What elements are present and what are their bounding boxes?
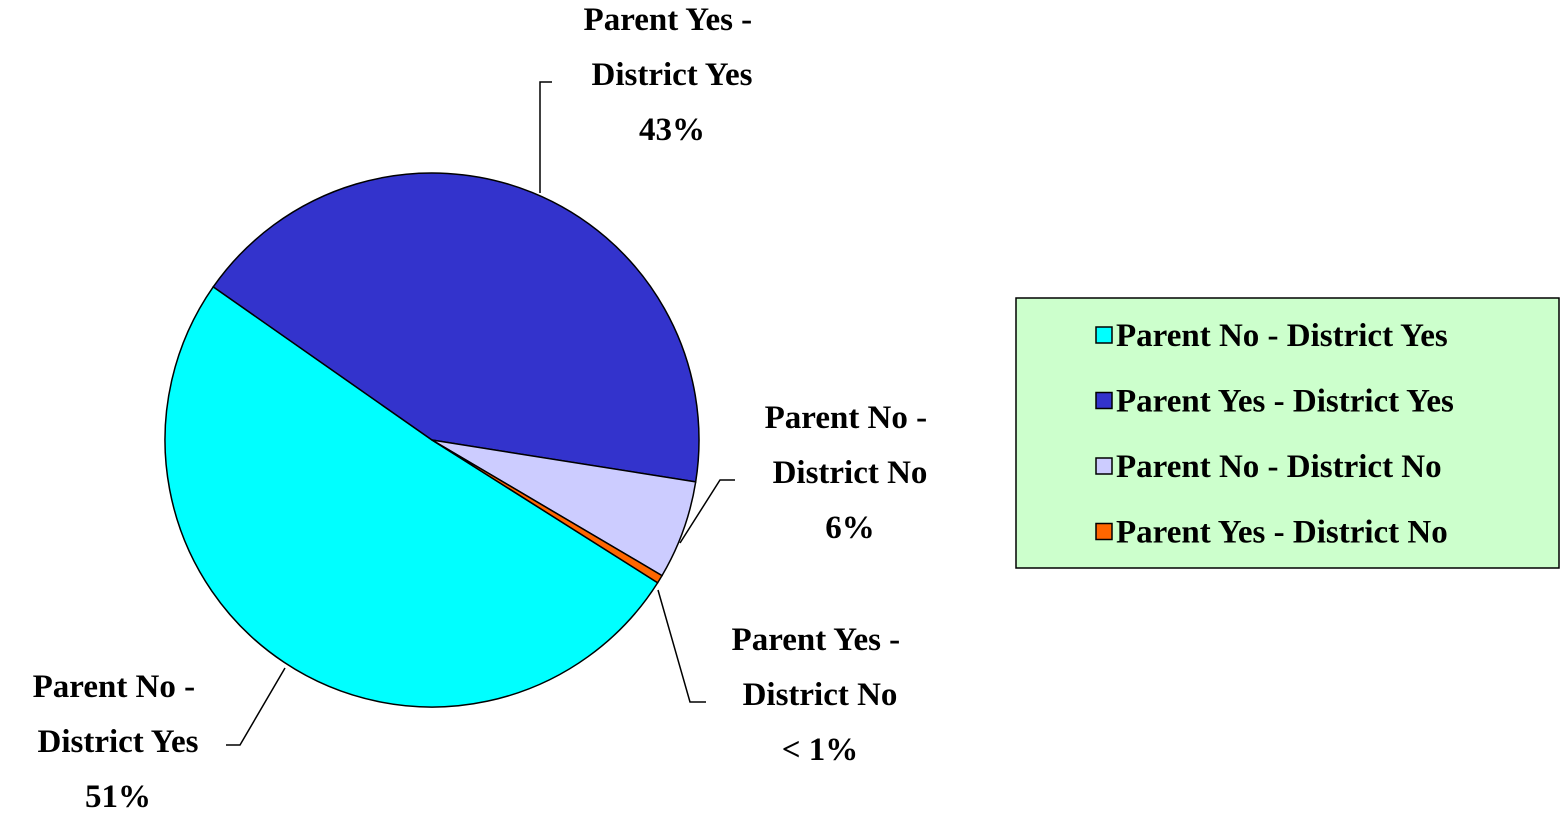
slice-value-label: 43% [639,112,705,148]
leader-line [226,667,286,746]
slice-value-label: 51% [85,779,151,815]
slice-label: Parent No - District No [765,400,936,491]
legend-label: Parent Yes - District No [1116,515,1448,551]
legend-label: Parent No - District No [1116,449,1442,485]
pie-slice [431,439,664,584]
leader-line [657,589,706,703]
legend-swatch [1095,522,1113,541]
leader-line [679,479,735,544]
pie-slice [212,172,700,483]
slice-label: Parent Yes - District No [732,622,909,713]
slice-label: Parent Yes - District Yes [584,2,761,93]
leader-line [539,81,552,193]
slice-value-label: < 1% [782,732,859,768]
legend-label: Parent No - District Yes [1116,318,1448,354]
legend: Parent No - District Yes Parent Yes - Dis… [1015,297,1560,569]
legend-swatch [1095,391,1113,410]
legend-label: Parent Yes - District Yes [1116,384,1454,420]
legend-swatch [1095,457,1113,475]
slice-value-label: 6% [825,510,875,546]
legend-swatch [1095,326,1113,344]
pie-slice [164,285,659,708]
slice-label: Parent No - District Yes [33,669,204,760]
